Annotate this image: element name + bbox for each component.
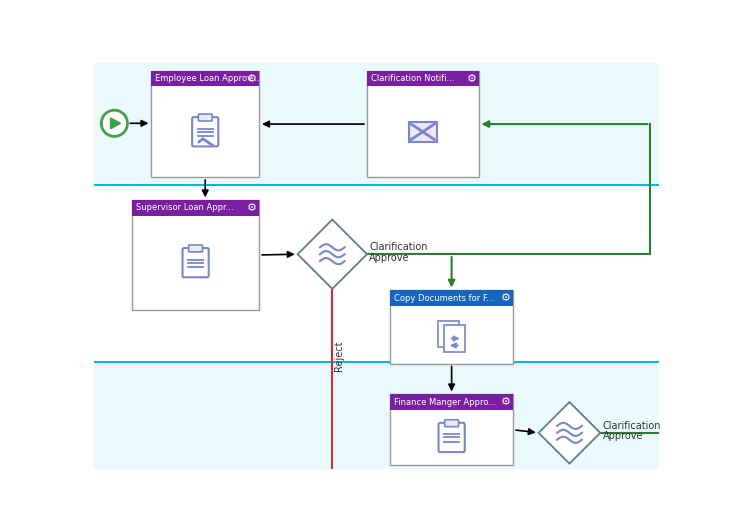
- FancyBboxPatch shape: [390, 290, 513, 306]
- FancyBboxPatch shape: [390, 394, 513, 409]
- Text: Clarification Notifi...: Clarification Notifi...: [371, 74, 454, 83]
- FancyBboxPatch shape: [94, 185, 659, 362]
- Circle shape: [101, 110, 128, 136]
- Text: Finance Manger Appro...: Finance Manger Appro...: [394, 397, 496, 406]
- Text: ⚙: ⚙: [247, 74, 257, 84]
- FancyBboxPatch shape: [367, 71, 479, 86]
- Text: ⚙: ⚙: [247, 203, 257, 213]
- Text: Employee Loan Approv...: Employee Loan Approv...: [155, 74, 260, 83]
- FancyBboxPatch shape: [409, 122, 437, 142]
- Text: ⚙: ⚙: [501, 293, 512, 303]
- Text: Supervisor Loan Appr...: Supervisor Loan Appr...: [136, 203, 233, 212]
- FancyBboxPatch shape: [390, 290, 513, 364]
- FancyBboxPatch shape: [445, 419, 459, 427]
- FancyBboxPatch shape: [189, 245, 203, 252]
- FancyBboxPatch shape: [151, 71, 259, 86]
- FancyBboxPatch shape: [367, 71, 479, 177]
- FancyBboxPatch shape: [444, 326, 465, 352]
- FancyBboxPatch shape: [198, 114, 212, 121]
- Text: ⚙: ⚙: [467, 74, 476, 84]
- FancyBboxPatch shape: [438, 423, 465, 452]
- FancyBboxPatch shape: [183, 248, 208, 277]
- Polygon shape: [539, 402, 600, 464]
- FancyBboxPatch shape: [94, 63, 659, 185]
- Text: Approve: Approve: [603, 431, 643, 441]
- FancyBboxPatch shape: [132, 200, 259, 216]
- FancyBboxPatch shape: [437, 321, 459, 347]
- Polygon shape: [297, 220, 367, 289]
- Text: Reject: Reject: [334, 340, 344, 371]
- Polygon shape: [111, 118, 120, 129]
- Text: ⚙: ⚙: [501, 397, 512, 407]
- Text: Clarification: Clarification: [603, 421, 661, 431]
- Text: Approve: Approve: [369, 253, 410, 264]
- Text: Copy Documents for F...: Copy Documents for F...: [394, 294, 494, 302]
- FancyBboxPatch shape: [390, 394, 513, 465]
- FancyBboxPatch shape: [151, 71, 259, 177]
- FancyBboxPatch shape: [132, 200, 259, 310]
- FancyBboxPatch shape: [94, 362, 659, 469]
- FancyBboxPatch shape: [192, 117, 218, 147]
- Text: Clarification: Clarification: [369, 242, 428, 252]
